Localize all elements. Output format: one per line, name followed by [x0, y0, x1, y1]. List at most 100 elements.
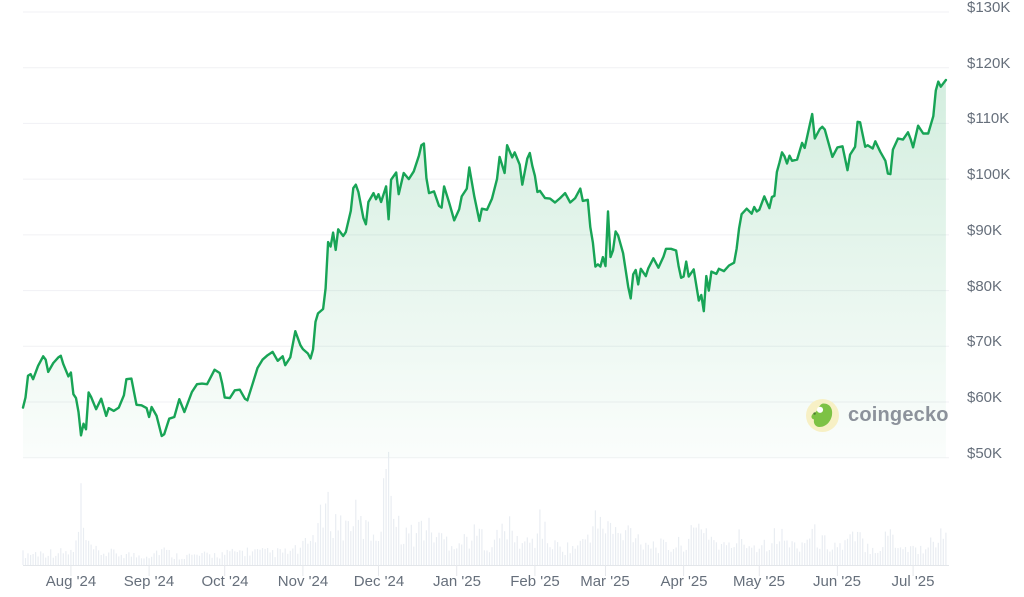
volume-bar [398, 515, 400, 565]
volume-bar [640, 544, 642, 565]
volume-bar [620, 533, 622, 565]
volume-bar [55, 555, 57, 565]
y-axis-label: $110K [967, 110, 1010, 127]
volume-bar [383, 478, 385, 565]
volume-bar [60, 548, 62, 565]
volume-bar [52, 557, 54, 565]
volume-bar [299, 547, 301, 565]
y-axis-label: $60K [967, 389, 1003, 406]
volume-bar [274, 557, 276, 565]
volume-bar [683, 551, 685, 565]
volume-bar [602, 528, 604, 565]
volume-bar [186, 554, 188, 565]
volume-bar [862, 538, 864, 565]
volume-bar [877, 552, 879, 565]
volume-bar [799, 551, 801, 565]
volume-bar [942, 538, 944, 565]
volume-bar [246, 547, 248, 565]
volume-bar [945, 532, 947, 565]
volume-bar [47, 555, 49, 565]
volume-bar [736, 543, 738, 565]
volume-bar [456, 548, 458, 565]
volume-bar [57, 553, 59, 565]
volume-bar [549, 547, 551, 565]
volume-bar [443, 539, 445, 565]
volume-bar [135, 557, 138, 565]
volume-bar [715, 542, 717, 565]
volume-bar [809, 538, 811, 565]
volume-bar [466, 536, 468, 565]
volume-bar [249, 555, 251, 565]
volume-bar [410, 524, 412, 565]
volume-bar [277, 548, 279, 565]
volume-bar [375, 540, 377, 565]
volume-bar [103, 553, 105, 565]
volume-bar [158, 555, 160, 565]
volume-bar [831, 549, 833, 565]
y-axis-label: $120K [967, 55, 1011, 72]
volume-bar [350, 531, 352, 565]
volume-bar [788, 547, 791, 565]
volume-bar [115, 553, 117, 565]
volume-bar [932, 541, 934, 565]
volume-bar [325, 503, 327, 565]
volume-bar [493, 539, 496, 565]
volume-bar [128, 552, 130, 565]
volume-bar [312, 535, 314, 565]
volume-bar [612, 533, 614, 565]
volume-bar [269, 552, 271, 565]
volume-bar [509, 516, 511, 565]
volume-bar [892, 534, 894, 565]
volume-bar [352, 526, 354, 565]
volume-bar [630, 528, 632, 565]
volume-bar [435, 537, 438, 565]
volume-bar [733, 547, 735, 565]
volume-bar [652, 541, 654, 565]
volume-bar [279, 549, 281, 565]
coingecko-logo[interactable]: coingecko [806, 399, 949, 432]
volume-bar [526, 537, 528, 565]
volume-bar [72, 552, 74, 565]
volume-bar [806, 539, 808, 565]
volume-bar [98, 550, 100, 565]
x-axis-label: Feb '25 [510, 573, 560, 590]
volume-bar [713, 540, 715, 565]
volume-bar [632, 542, 634, 565]
volume-bar [201, 553, 203, 565]
volume-bar [203, 551, 206, 565]
volume-bar [264, 548, 266, 565]
volume-bar [481, 529, 483, 565]
volume-bar [287, 553, 289, 565]
volume-bar [604, 533, 607, 565]
volume-bar [360, 516, 362, 565]
volume-bar [468, 548, 470, 565]
volume-bar [592, 526, 594, 565]
volume-bar [834, 542, 836, 565]
volume-bar [544, 521, 546, 565]
volume-bar [872, 547, 874, 565]
volume-bar [534, 547, 536, 565]
volume-bar [438, 532, 440, 565]
volume-bar [514, 542, 516, 565]
volume-bar [904, 547, 907, 565]
volume-bar [690, 525, 692, 565]
volume-bar [486, 550, 488, 565]
volume-bar [930, 537, 932, 565]
volume-bar [93, 549, 95, 565]
volume-bar [77, 531, 80, 565]
volume-bar [75, 540, 77, 565]
volume-bar [337, 530, 339, 565]
volume-bar [355, 499, 357, 565]
volume-bar [178, 559, 180, 565]
volume-bar [125, 554, 127, 565]
volume-bar [667, 550, 670, 565]
volume-bar [637, 534, 639, 565]
volume-bar [272, 550, 274, 565]
volume-bar [720, 544, 723, 565]
volume-bar [332, 538, 334, 565]
volume-bar [753, 545, 755, 565]
volume-bar [801, 542, 803, 565]
volume-bar [794, 542, 796, 565]
volume-bar [650, 548, 652, 565]
